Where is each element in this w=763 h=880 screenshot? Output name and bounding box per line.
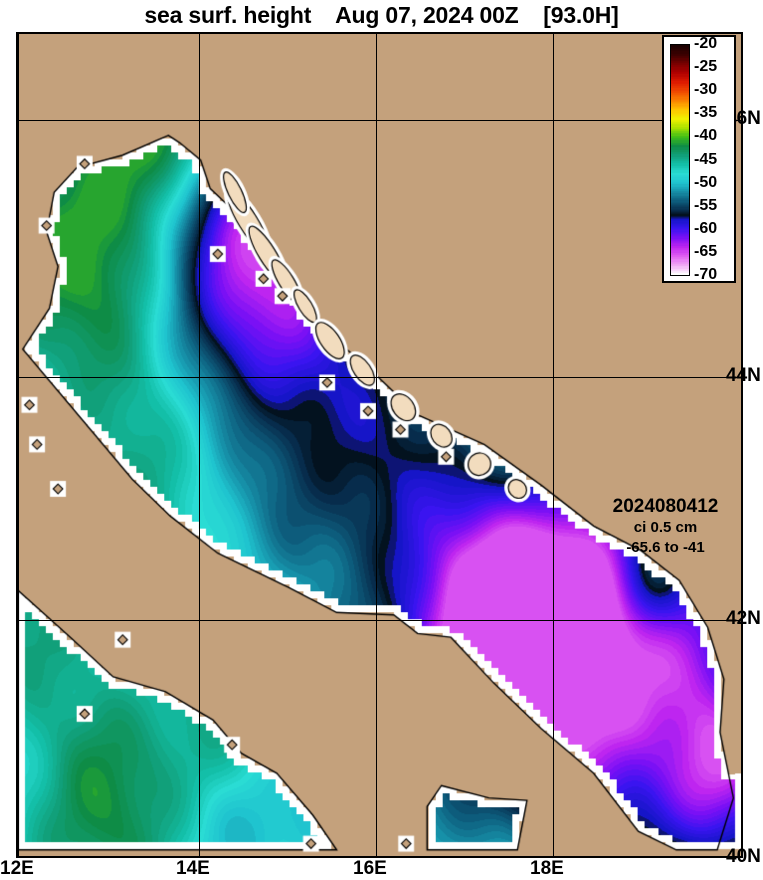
x-axis-label-12e: 12E [0,858,34,879]
colorbar-tick-minus20: -20 [694,35,718,52]
colorbar-gradient [670,44,690,276]
x-axis-label-14e: 14E [176,858,210,879]
colorbar-tick-minus55: -55 [694,196,718,214]
y-axis-label-44n: 44N [726,365,761,386]
colorbar-legend: -20 -25 -30 -35 -40 -45 -50 -55 -60 -65 -70 [662,35,736,283]
colorbar-tick-minus45: -45 [694,150,718,168]
colorbar-tick-minus70: -70 [694,266,718,283]
colorbar-tick-minus25: -25 [694,58,718,76]
x-axis-label-18e: 18E [530,858,564,879]
colorbar-tick-minus60: -60 [694,219,718,237]
colorbar-tick-minus50: -50 [694,173,718,191]
colorbar-tick-minus40: -40 [694,127,718,145]
page-title: sea surf. height Aug 07, 2024 00Z [93.0H… [0,0,763,30]
y-axis-label-42n: 42N [726,608,761,629]
page-title-text: sea surf. height Aug 07, 2024 00Z [93.0H… [144,1,619,28]
map-plot-frame: 2024080412 ci 0.5 cm -65.6 to -41 [16,32,743,858]
x-axis-label-16e: 16E [353,858,387,879]
sea-surface-height-field [18,34,741,856]
colorbar-tick-minus35: -35 [694,104,718,122]
colorbar-tick-minus65: -65 [694,242,718,260]
colorbar-tick-minus30: -30 [694,81,718,99]
colorbar-tick-labels: -20 -25 -30 -35 -40 -45 -50 -55 -60 -65 -70 [694,35,736,283]
y-axis-label-40n: 40N [726,846,761,867]
